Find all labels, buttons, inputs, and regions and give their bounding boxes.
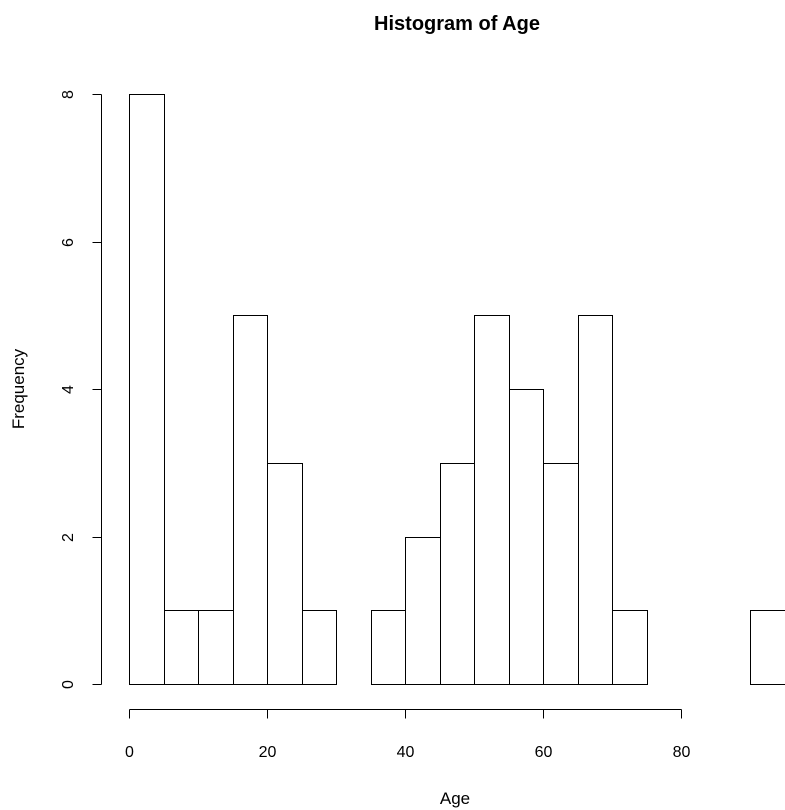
x-tick-label-40: 40 [397, 744, 415, 761]
chart-title: Histogram of Age [374, 13, 540, 35]
x-axis-label: Age [440, 789, 470, 808]
y-tick-label-4: 4 [60, 385, 77, 394]
x-tick-label-80: 80 [673, 744, 691, 761]
y-tick-label-6: 6 [60, 238, 77, 247]
y-axis: 0 2 4 6 8 [60, 90, 102, 689]
y-axis-label: Frequency [9, 348, 28, 429]
x-axis: 0 20 40 60 80 [125, 709, 691, 761]
histogram-bar-90-95 [750, 610, 785, 685]
histogram-bar-60-65 [543, 463, 579, 685]
histogram-bar-20-25 [267, 463, 303, 685]
x-tick-label-60: 60 [535, 744, 553, 761]
histogram-bar-15-20 [233, 315, 268, 685]
histogram-bar-65-70 [578, 315, 613, 685]
histogram-bar-10-15 [198, 610, 234, 685]
y-tick-label-0: 0 [60, 680, 77, 689]
histogram-bar-40-45 [405, 537, 441, 685]
y-tick-label-2: 2 [60, 533, 77, 542]
histogram-bar-5-10 [164, 610, 199, 685]
histogram-bar-45-50 [440, 463, 475, 685]
x-tick-label-0: 0 [125, 744, 134, 761]
histogram-bar-25-30 [302, 610, 337, 685]
bars-group [129, 94, 785, 685]
histogram-bar-50-55 [474, 315, 510, 685]
histogram-bar-0-5 [129, 94, 165, 685]
histogram-bar-35-40 [371, 610, 406, 685]
x-tick-label-20: 20 [259, 744, 277, 761]
y-tick-label-8: 8 [60, 90, 77, 99]
histogram-bar-70-75 [612, 610, 648, 685]
histogram-bar-55-60 [509, 389, 544, 685]
